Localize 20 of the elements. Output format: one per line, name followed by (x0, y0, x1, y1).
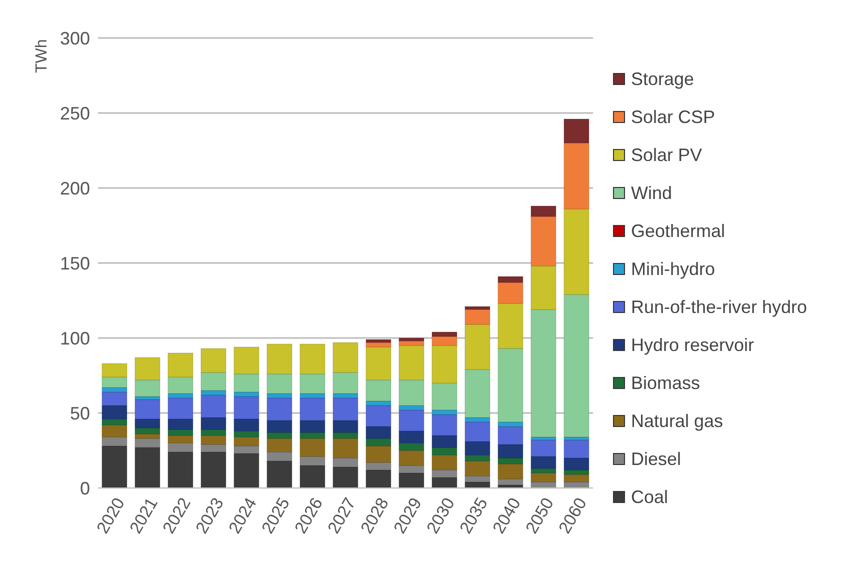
y-axis-title: TWh (33, 39, 50, 73)
y-tick-label: 50 (70, 403, 90, 424)
legend-label: Storage (631, 68, 694, 90)
y-tick-label: 0 (80, 478, 90, 498)
y-tick-label: 200 (60, 178, 90, 198)
legend-label: Geothermal (631, 220, 726, 242)
legend-label: Solar PV (631, 144, 702, 166)
y-tick-label: 100 (60, 328, 90, 348)
legend-label: Biomass (631, 372, 700, 394)
legend-label: Hydro reservoir (631, 334, 754, 356)
y-tick-label: 250 (60, 103, 90, 124)
legend-label: Wind (631, 182, 672, 204)
legend-label: Natural gas (631, 410, 724, 432)
y-tick-label: 150 (60, 253, 90, 274)
legend-label: Coal (631, 486, 668, 508)
legend-label: Run-of-the-river hydro (631, 296, 808, 318)
y-tick-label: 300 (60, 28, 90, 48)
legend-label: Solar CSP (631, 106, 716, 128)
legend-label: Mini-hydro (631, 258, 716, 280)
legend-label: Diesel (631, 448, 682, 470)
